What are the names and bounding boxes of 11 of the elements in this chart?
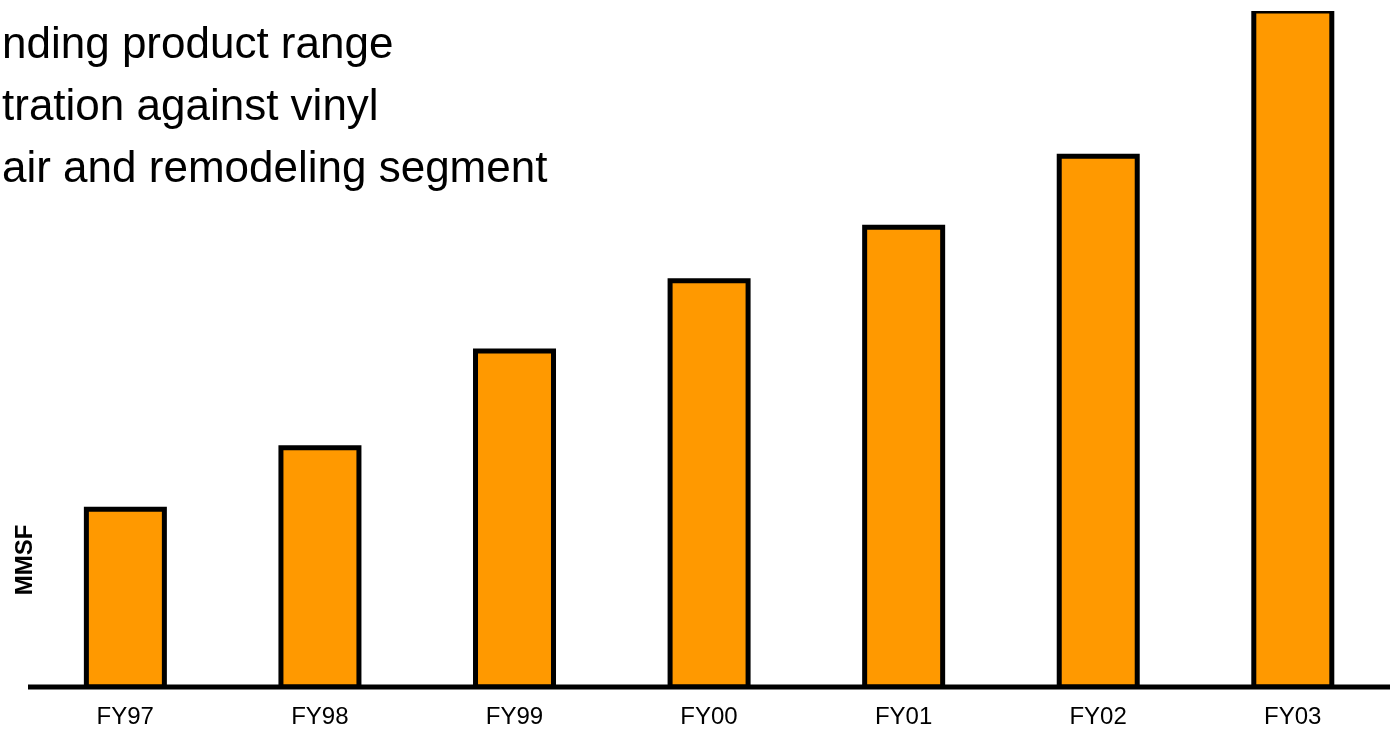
x-tick-label: FY99 [485,702,544,730]
x-tick-label: FY02 [1069,702,1127,730]
annotation: tration against vinyl [2,79,380,131]
x-tick-label: FY01 [874,702,933,730]
annotation: air and remodeling segment [2,141,548,193]
x-tick-label: FY97 [96,702,154,730]
annotation: nding product range [2,17,395,69]
x-tick-label: FY03 [1264,702,1322,730]
x-tick-label: FY00 [680,702,738,730]
x-tick-label: FY98 [291,702,349,730]
y-axis-title: MMSF [10,524,38,596]
